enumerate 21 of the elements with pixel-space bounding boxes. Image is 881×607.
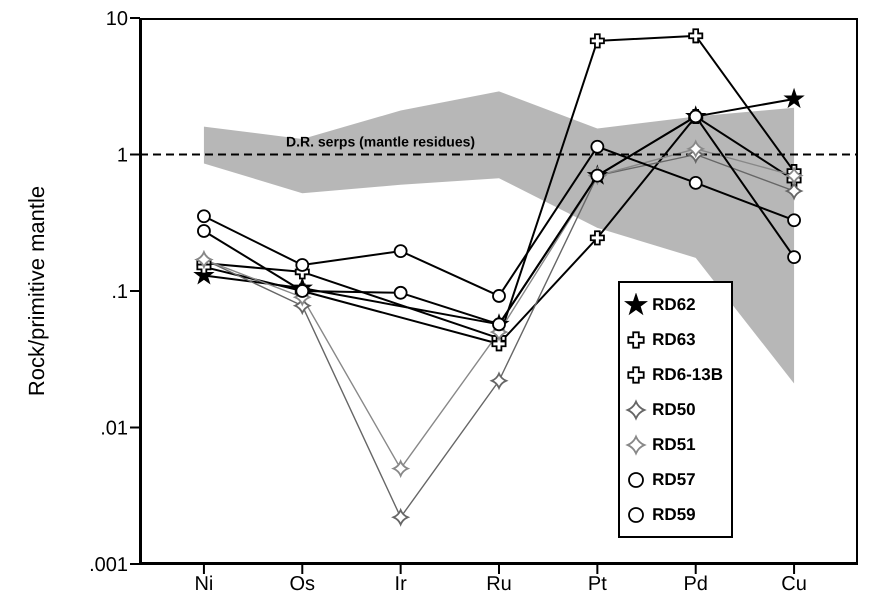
legend-label: RD59	[652, 504, 696, 524]
ref-line-label: D.R. serps (mantle residues)	[286, 134, 476, 150]
x-tick-label: Os	[290, 573, 316, 596]
legend-label: RD51	[652, 434, 696, 454]
y-tick-label: 10	[106, 8, 128, 30]
y-tick-label: .01	[100, 418, 128, 440]
legend-label: RD57	[652, 470, 696, 490]
x-tick-label: Pd	[683, 573, 708, 596]
y-tick-label: 1	[116, 144, 128, 167]
x-tick-label: Pt	[588, 573, 608, 596]
x-tick-label: Ru	[486, 573, 512, 596]
y-tick-label: .1	[111, 281, 128, 304]
x-tick-label: Ni	[194, 573, 214, 596]
x-tick-label: Ir	[394, 573, 408, 596]
legend-label: RD50	[652, 400, 696, 420]
x-tick-label: Cu	[781, 573, 807, 596]
y-tick-label: .001	[89, 554, 128, 576]
legend-label: RD63	[652, 330, 696, 350]
legend-label: RD62	[652, 294, 696, 314]
legend-label: RD6-13B	[652, 364, 723, 384]
y-axis-title: Rock/primitive mantle	[24, 186, 49, 396]
